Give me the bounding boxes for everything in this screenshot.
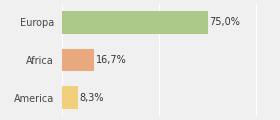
Bar	[62, 11, 207, 34]
Text: 16,7%: 16,7%	[96, 55, 127, 65]
Bar	[62, 86, 78, 109]
Text: 75,0%: 75,0%	[209, 17, 241, 27]
Bar	[62, 49, 94, 71]
Text: 8,3%: 8,3%	[80, 93, 104, 103]
